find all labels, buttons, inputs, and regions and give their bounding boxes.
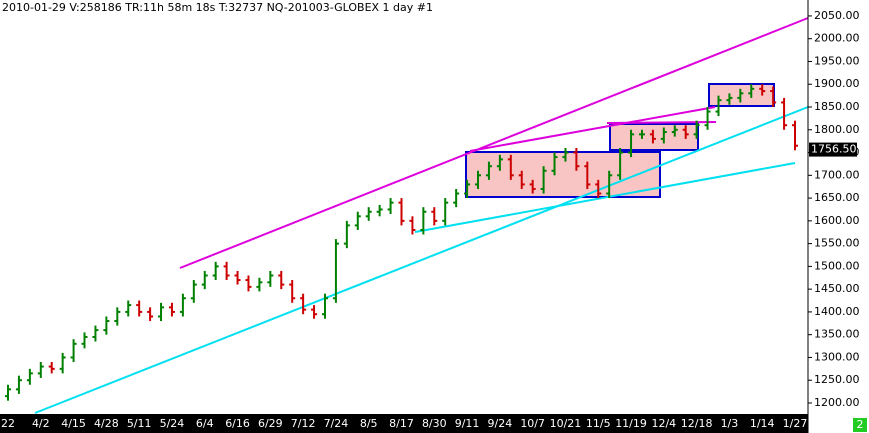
x-tick-label: 8/30	[422, 417, 447, 430]
y-tick-label: 1650.00	[814, 191, 860, 204]
y-tick-label: 1450.00	[814, 282, 860, 295]
x-tick-label: 12/18	[681, 417, 713, 430]
header: 2010-01-29 V:258186 TR:11h 58m 18s T:327…	[2, 1, 433, 14]
x-tick-label: 1/3	[721, 417, 739, 430]
y-tick-label: 1850.00	[814, 100, 860, 113]
x-tick-label: 4/28	[94, 417, 119, 430]
x-axis-strip	[0, 414, 808, 433]
drawings	[34, 17, 809, 414]
y-tick-label: 1300.00	[814, 350, 860, 363]
x-tick-label: 11/5	[586, 417, 611, 430]
y-tick-label: 1950.00	[814, 54, 860, 67]
last-price-box	[809, 142, 857, 157]
box	[609, 123, 699, 151]
x-tick-label: 8/5	[360, 417, 378, 430]
y-tick-label: 1700.00	[814, 168, 860, 181]
x-tick-label: 7/24	[324, 417, 349, 430]
x-tick-label: 10/21	[550, 417, 582, 430]
y-tick-label: 1400.00	[814, 305, 860, 318]
x-tick-label: 5/24	[160, 417, 185, 430]
x-tick-label: 9/11	[455, 417, 480, 430]
badge-box	[853, 418, 867, 432]
x-tick-label: 8/17	[389, 417, 414, 430]
x-tick-label: 6/16	[225, 417, 250, 430]
y-tick-label: 1350.00	[814, 328, 860, 341]
x-tick-label: 10/7	[520, 417, 545, 430]
x-tick-label: 22	[1, 417, 15, 430]
y-tick-label: 1500.00	[814, 259, 860, 272]
y-tick-label: 1550.00	[814, 237, 860, 250]
y-tick-label: 1250.00	[814, 373, 860, 386]
badge: 2	[857, 418, 864, 431]
y-tick-label: 1600.00	[814, 214, 860, 227]
x-tick-label: 6/4	[196, 417, 214, 430]
x-tick-label: 9/24	[488, 417, 513, 430]
trend-line	[414, 162, 796, 233]
trend-line	[179, 17, 809, 269]
box	[465, 151, 661, 198]
x-tick-label: 4/2	[32, 417, 50, 430]
x-tick-label: 4/15	[61, 417, 86, 430]
trend-line	[34, 106, 809, 414]
y-tick-label: 1900.00	[814, 77, 860, 90]
x-tick-label: 1/27	[783, 417, 808, 430]
y-tick-label: 1200.00	[814, 396, 860, 409]
last-price-label: 1756.50	[811, 143, 857, 156]
x-tick-label: 7/12	[291, 417, 316, 430]
y-tick-label: 2050.00	[814, 9, 860, 22]
x-tick-label: 1/14	[750, 417, 775, 430]
x-tick-label: 6/29	[258, 417, 283, 430]
y-tick-label: 2000.00	[814, 32, 860, 45]
bars	[5, 84, 798, 401]
y-tick-label: 1800.00	[814, 123, 860, 136]
x-tick-label: 5/11	[127, 417, 152, 430]
x-tick-label: 12/4	[651, 417, 676, 430]
trend-line	[469, 106, 716, 152]
x-tick-label: 11/19	[615, 417, 647, 430]
trend-line	[606, 121, 717, 124]
